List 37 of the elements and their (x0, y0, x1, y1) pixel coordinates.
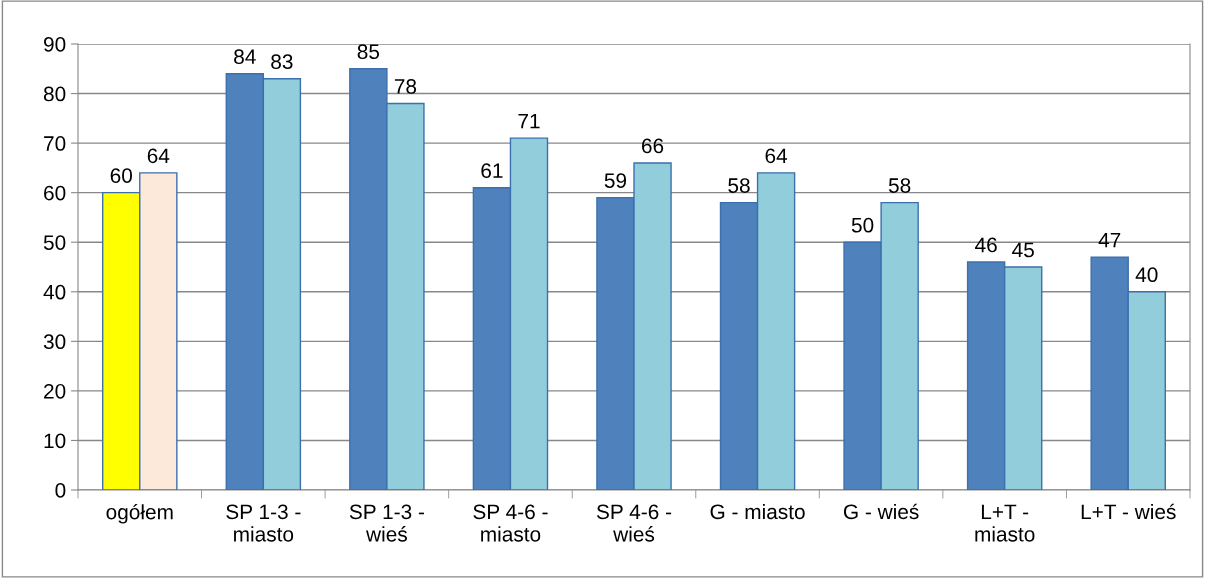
y-tick-label: 30 (43, 334, 66, 350)
y-tick-label: 80 (43, 86, 66, 102)
data-label: 85 (357, 44, 380, 60)
data-label: 64 (147, 148, 170, 164)
data-label: 59 (604, 173, 627, 188)
y-tick-label: 70 (44, 136, 66, 151)
y-tick-label: 0 (55, 483, 66, 498)
data-label: 71 (518, 113, 540, 129)
data-label: 58 (728, 178, 750, 193)
x-tick-label: G - miasto (710, 503, 805, 520)
data-label: 50 (851, 217, 874, 233)
y-tick-label: 40 (43, 284, 66, 300)
x-tick-label: SP 4-6 - miasto (473, 504, 548, 542)
data-label: 78 (394, 79, 417, 94)
data-label: 64 (765, 148, 788, 164)
data-label: 40 (1135, 267, 1158, 283)
y-tick-label: 20 (44, 383, 66, 399)
x-tick-label: SP 4-6 - wieś (596, 504, 672, 542)
x-tick-label: L+T - miasto (975, 504, 1035, 542)
data-label: 46 (975, 237, 997, 253)
data-label: 61 (481, 163, 503, 179)
x-tick-label: L+T - wieś (1081, 503, 1176, 520)
y-tick-label: 50 (43, 235, 66, 250)
x-tick-label: SP 1-3 - wieś (349, 504, 424, 542)
x-tick-label: ogółem (106, 503, 173, 524)
data-label: 66 (642, 138, 664, 154)
x-tick-label: G - wieś (843, 503, 919, 520)
y-tick-label: 60 (44, 185, 66, 201)
data-label: 83 (271, 54, 293, 70)
data-label: 47 (1098, 232, 1121, 248)
data-label: 45 (1012, 242, 1034, 258)
data-label: 60 (110, 168, 133, 183)
y-tick-label: 90 (44, 37, 66, 52)
data-label: 84 (234, 49, 256, 65)
y-tick-label: 10 (44, 433, 66, 449)
data-label: 58 (888, 178, 911, 193)
x-tick-label: SP 1-3 - miasto (226, 504, 301, 542)
